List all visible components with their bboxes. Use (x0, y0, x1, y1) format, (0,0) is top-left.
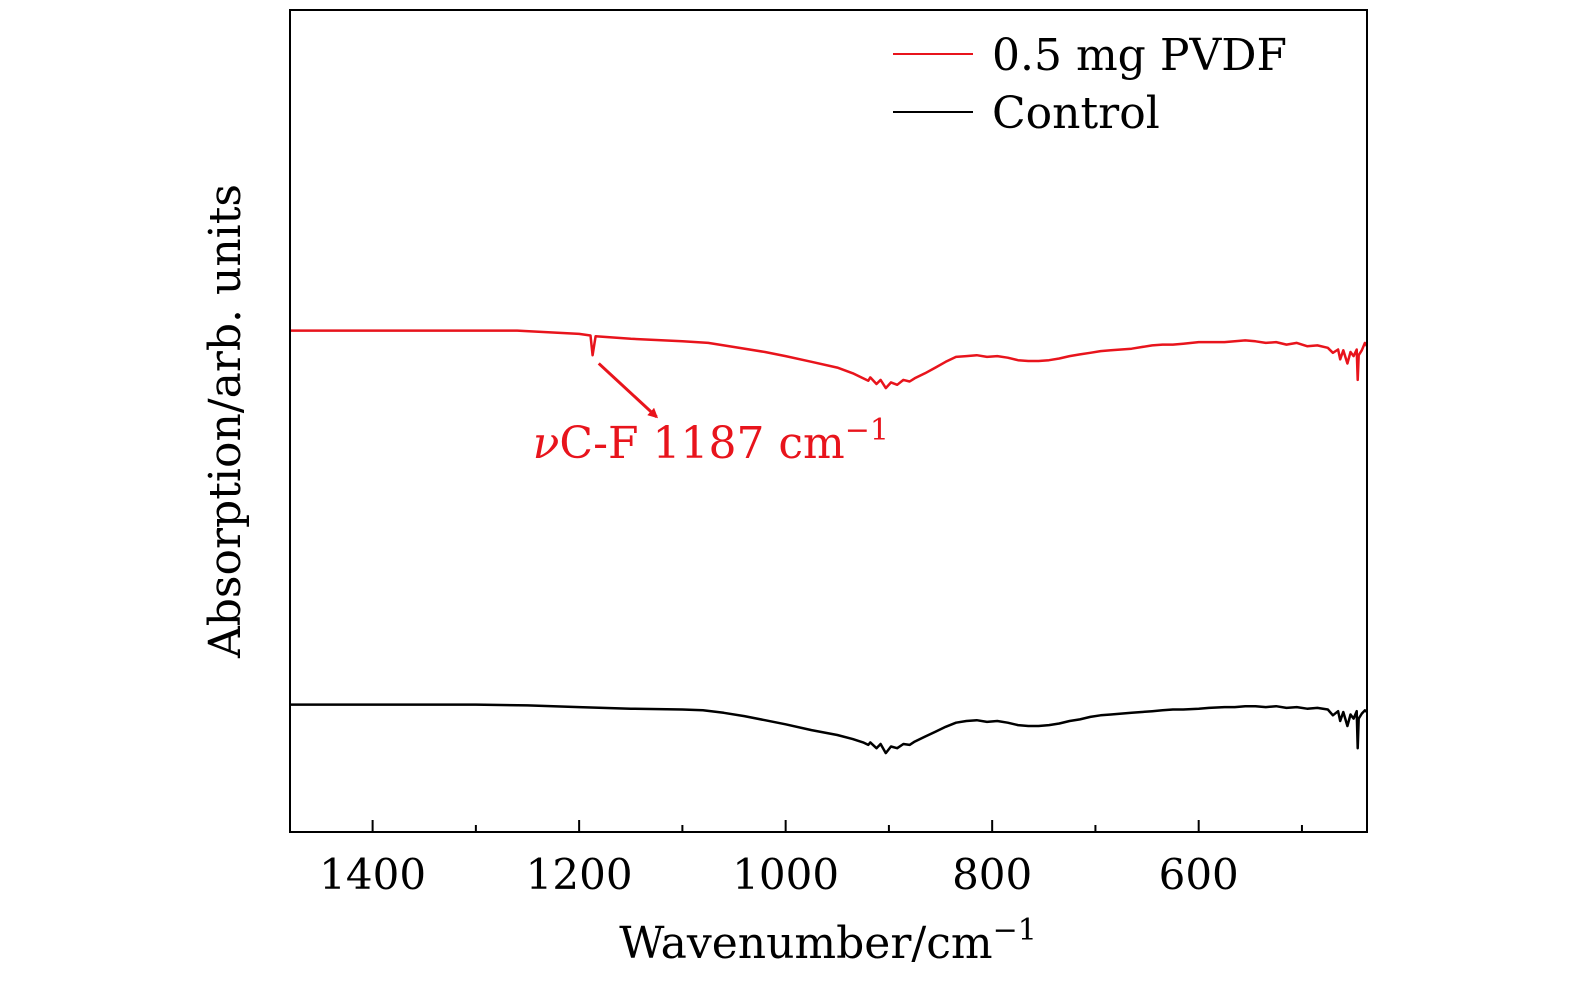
legend-label-pvdf: 0.5 mg PVDF (992, 30, 1287, 81)
x-tick-label: 600 (1159, 850, 1239, 899)
annotation: νC-F 1187 cm−1 (533, 362, 889, 469)
x-axis-title-sup: −1 (993, 913, 1037, 948)
y-axis-title: Absorption/arb. units (200, 184, 251, 659)
annotation-arrow (597, 362, 659, 419)
annotation-sup: −1 (845, 413, 889, 448)
series-line-pvdf (290, 329, 1369, 390)
x-axis-title: Wavenumber/cm−1 (619, 913, 1037, 969)
annotation-text: C-F 1187 cm (559, 418, 844, 469)
series-line-control (290, 703, 1368, 755)
series-layer (290, 329, 1369, 755)
annotation-label: νC-F 1187 cm−1 (533, 413, 889, 469)
plot-frame (289, 9, 1368, 833)
x-tick-label: 1400 (319, 850, 426, 899)
legend-label-control: Control (992, 88, 1160, 139)
x-axis-ticks: 1400 1200 1000 800 600 (319, 820, 1303, 899)
x-axis-title-main: Wavenumber/cm (619, 918, 992, 969)
x-tick-label: 800 (952, 850, 1032, 899)
x-tick-label: 1200 (526, 850, 633, 899)
x-tick-label: 1000 (732, 850, 839, 899)
legend: 0.5 mg PVDF Control (893, 30, 1287, 139)
annotation-prefix: ν (533, 418, 560, 469)
